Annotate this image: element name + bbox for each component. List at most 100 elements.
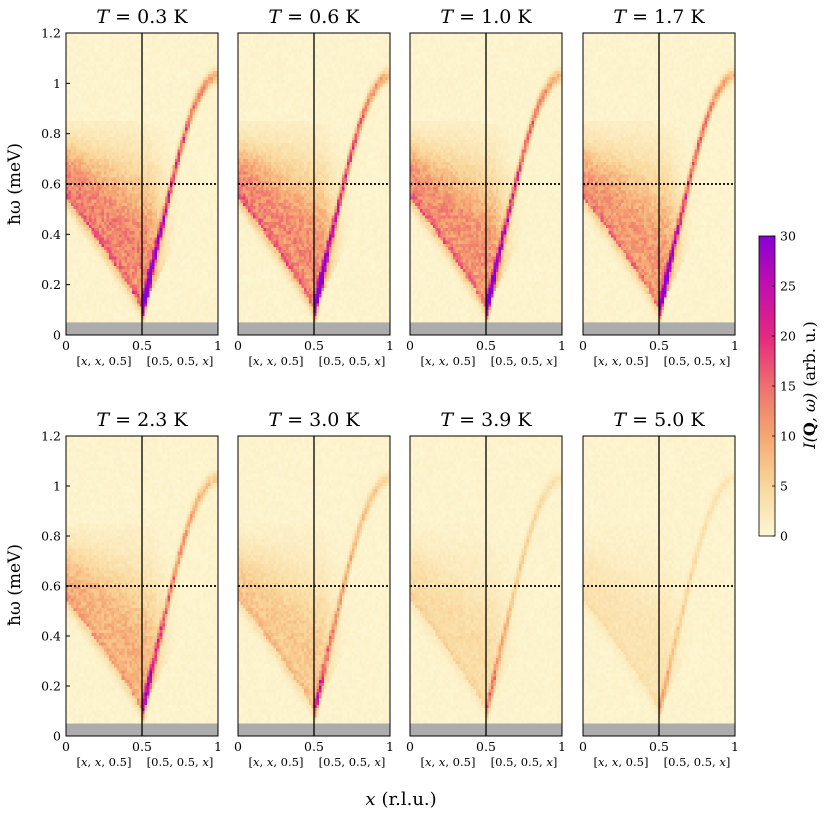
heatmap-cell [71,52,74,56]
heatmap-cell [86,190,89,194]
heatmap-cell [79,294,82,298]
heatmap-cell [74,197,77,201]
heatmap-cell [76,140,79,144]
heatmap-cell [71,143,74,147]
heatmap-cell [79,212,82,216]
heatmap-cell [86,200,89,204]
heatmap-cell [71,291,74,295]
heatmap-cell [84,190,87,194]
heatmap-cell [69,266,72,270]
heatmap-cell [71,68,74,72]
heatmap-cell [84,241,87,245]
heatmap-cell [69,234,72,238]
heatmap-cell [79,143,82,147]
heatmap-cell [74,200,77,204]
heatmap-cell [84,256,87,260]
heatmap-cell [79,140,82,144]
heatmap-cell [84,250,87,254]
heatmap-cell [71,90,74,94]
heatmap-cell [86,124,89,128]
heatmap-cell [89,93,92,97]
heatmap-cell [69,149,72,153]
heatmap-cell [84,310,87,314]
heatmap-cell [84,137,87,141]
heatmap-cell [69,83,72,87]
heatmap-cell [69,193,72,197]
heatmap-cell [74,269,77,273]
heatmap-cell [76,278,79,282]
heatmap-cell [74,58,77,62]
heatmap-cell [84,99,87,103]
heatmap-cell [81,310,84,314]
heatmap-cell [74,115,77,119]
heatmap-cell [76,212,79,216]
heatmap-cell [74,102,77,106]
heatmap-cell [81,105,84,109]
heatmap-cell [89,112,92,116]
heatmap-cell [86,272,89,276]
heatmap-cell [74,187,77,191]
heatmap-cell [79,77,82,81]
heatmap-cell [76,294,79,298]
heatmap-cell [81,197,84,201]
heatmap-cell [76,206,79,210]
heatmap-cell [84,96,87,100]
heatmap-cell [81,237,84,241]
heatmap-cell [76,241,79,245]
heatmap-cell [79,121,82,125]
heatmap-cell [69,291,72,295]
heatmap-cell [84,105,87,109]
heatmap-cell [86,193,89,197]
heatmap-cell [84,86,87,90]
heatmap-cell [89,131,92,135]
heatmap-cell [89,36,92,40]
heatmap-cell [81,171,84,175]
heatmap-cell [74,285,77,289]
heatmap-cell [84,231,87,235]
heatmap-cell [79,46,82,50]
heatmap-cell [81,58,84,62]
heatmap-cell [76,187,79,191]
heatmap-cell [76,310,79,314]
heatmap-cell [86,137,89,141]
heatmap-cell [74,310,77,314]
heatmap-cell [86,294,89,298]
heatmap-cell [89,33,92,37]
heatmap-cell [81,159,84,163]
heatmap-cell [81,127,84,131]
heatmap-cell [79,288,82,292]
heatmap-cell [84,244,87,248]
heatmap-cell [71,171,74,175]
heatmap-cell [81,209,84,213]
heatmap-cell [74,124,77,128]
heatmap-cell [69,134,72,138]
heatmap-cell [86,187,89,191]
heatmap-cell [71,241,74,245]
heatmap-cell [81,294,84,298]
heatmap-cell [81,313,84,317]
heatmap-cell [81,228,84,232]
heatmap-cell [84,71,87,75]
heatmap-cell [86,153,89,157]
heatmap-cell [69,68,72,72]
heatmap-cell [84,77,87,81]
heatmap-cell [84,124,87,128]
heatmap-cell [76,219,79,223]
heatmap-cell [84,36,87,40]
heatmap-cell [74,228,77,232]
heatmap-cell [69,190,72,194]
heatmap-cell [84,112,87,116]
heatmap-cell [79,304,82,308]
heatmap-cell [74,313,77,317]
heatmap-cell [86,118,89,122]
heatmap-cell [89,153,92,157]
heatmap-cell [89,77,92,81]
heatmap-cell [71,266,74,270]
heatmap-cell [79,291,82,295]
heatmap-cell [69,77,72,81]
heatmap-cell [86,162,89,166]
heatmap-cell [86,206,89,210]
heatmap-cell [71,234,74,238]
heatmap-cell [74,165,77,169]
heatmap-cell [76,275,79,279]
